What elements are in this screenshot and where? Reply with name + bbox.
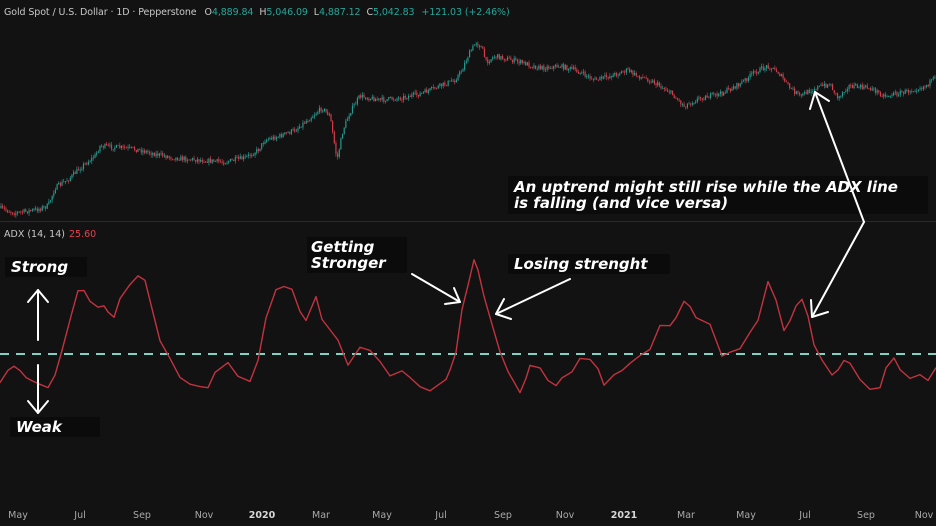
axis-tick-label: Sep [494, 510, 512, 521]
axis-tick-label: Sep [133, 510, 151, 521]
adx-line [0, 259, 936, 394]
annotation-strong: Strong [5, 257, 87, 277]
open-value: 4,889.84 [211, 7, 254, 18]
adx-value: 25.60 [68, 229, 97, 240]
axis-tick-label: May [8, 510, 28, 521]
symbol-title: Gold Spot / U.S. Dollar · 1D · Peppersto… [4, 7, 197, 18]
axis-tick-label: Nov [194, 510, 214, 521]
pane-divider[interactable] [0, 221, 936, 222]
candlestick-chart[interactable] [0, 0, 936, 221]
axis-tick-label: Nov [914, 510, 934, 521]
axis-tick-label: 2021 [610, 510, 638, 521]
axis-tick-label: May [736, 510, 756, 521]
symbol-legend[interactable]: Gold Spot / U.S. Dollar · 1D · Peppersto… [4, 7, 510, 18]
adx-indicator-name: ADX (14, 14) [4, 229, 65, 240]
axis-tick-label: Sep [857, 510, 875, 521]
axis-tick-label: May [372, 510, 392, 521]
low-value: 4,887.12 [319, 7, 361, 18]
axis-tick-label: Jul [435, 510, 447, 521]
price-chart-pane[interactable] [0, 0, 936, 221]
close-value: 5,042.83 [372, 7, 415, 18]
adx-indicator-pane[interactable] [0, 222, 936, 500]
time-axis[interactable]: May Jul Sep Nov 2020 Mar May Jul Sep Nov 2021 Mar Ma… [0, 510, 936, 526]
axis-tick-label: Mar [677, 510, 695, 521]
annotation-getting-stronger: Getting Stronger [307, 237, 407, 273]
axis-tick-label: 2020 [248, 510, 276, 521]
annotation-losing-strength: Losing strenght [508, 254, 670, 274]
axis-tick-label: Mar [312, 510, 330, 521]
axis-tick-label: Nov [555, 510, 575, 521]
high-value: 5,046.09 [266, 7, 308, 18]
adx-legend[interactable]: ADX (14, 14) 25.60 [4, 229, 96, 240]
axis-tick-label: Jul [799, 510, 811, 521]
annotation-weak: Weak [10, 417, 100, 437]
axis-tick-label: Jul [74, 510, 86, 521]
annotation-uptrend-note: An uptrend might still rise while the AD… [508, 176, 928, 214]
change-value: +121.03 (+2.46%) [421, 7, 510, 18]
adx-line-chart[interactable] [0, 222, 936, 500]
